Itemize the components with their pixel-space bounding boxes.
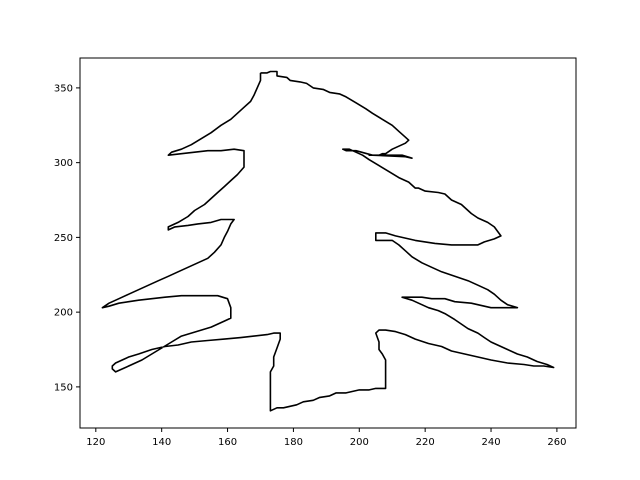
y-tick-label: 250 [54, 233, 73, 244]
x-tick-label: 200 [350, 437, 369, 448]
y-tick-label: 300 [54, 158, 73, 169]
x-tick-label: 180 [284, 437, 303, 448]
y-tick-label: 200 [54, 308, 73, 319]
series-line-0 [101, 70, 555, 412]
y-axis: 150 200 250 300 350 [54, 83, 80, 393]
x-tick-label: 240 [481, 437, 500, 448]
x-axis: 120 140 160 180 200 220 240 260 [86, 428, 566, 448]
x-tick-label: 260 [547, 437, 566, 448]
x-tick-label: 140 [152, 437, 171, 448]
plot-area [101, 70, 555, 412]
axes-frame [79, 57, 577, 429]
x-tick-label: 220 [416, 437, 435, 448]
x-tick-label: 160 [218, 437, 237, 448]
x-tick-label: 120 [86, 437, 105, 448]
y-tick-label: 150 [54, 382, 73, 393]
y-tick-label: 350 [54, 83, 73, 94]
